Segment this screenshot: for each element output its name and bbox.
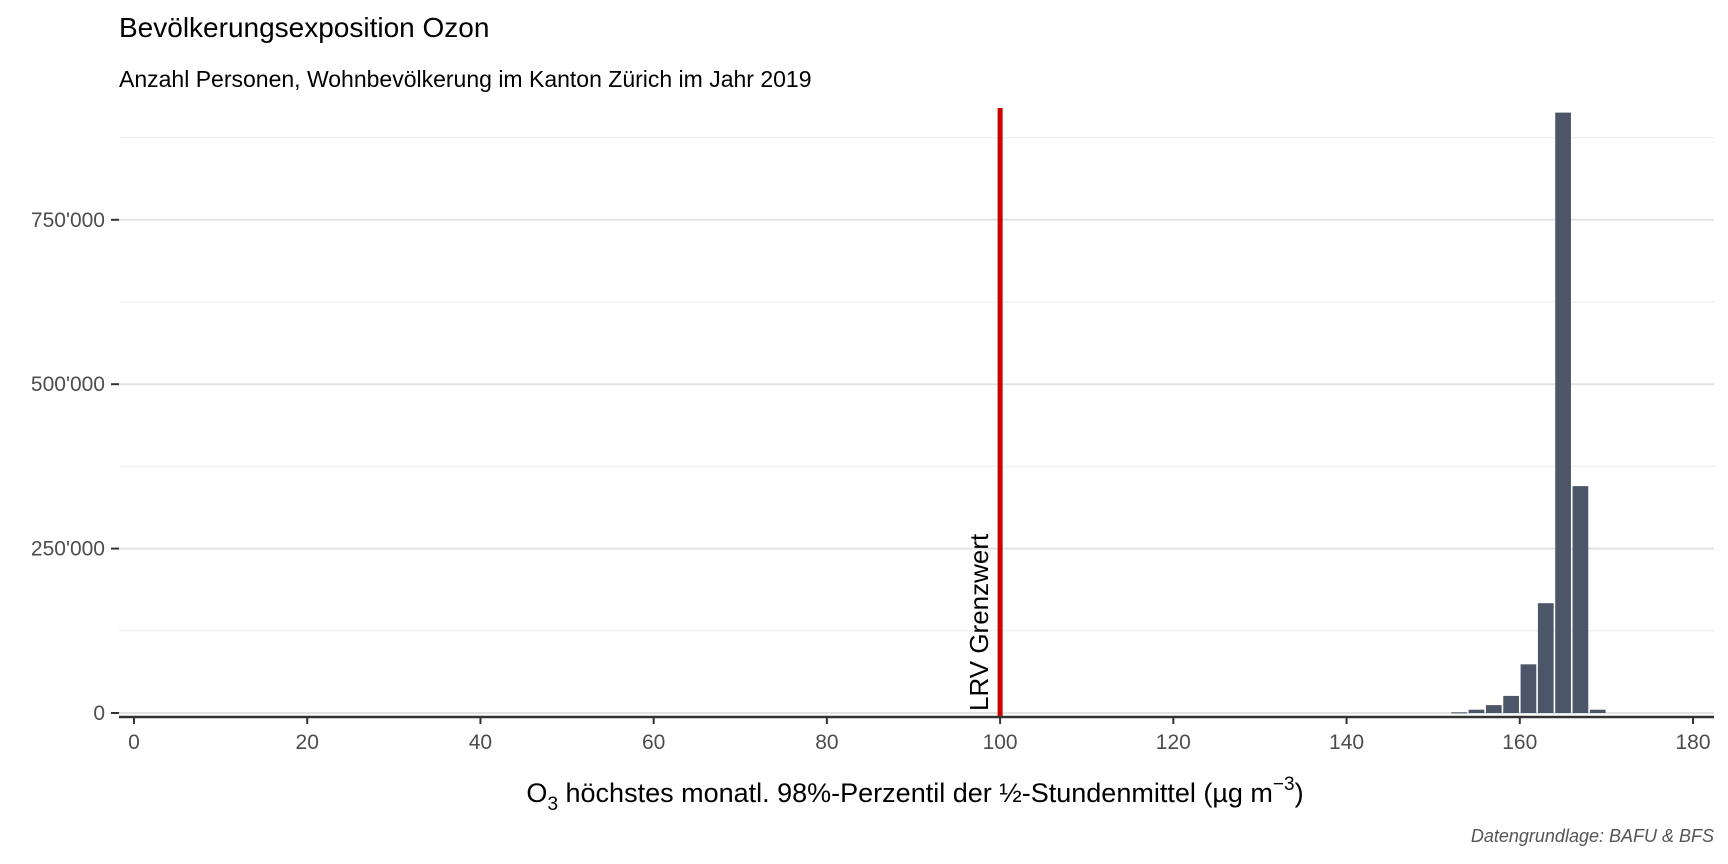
reference-line-label: LRV Grenzwert bbox=[964, 533, 994, 711]
x-axis-title-superscript: −3 bbox=[1273, 774, 1295, 795]
x-tick-label: 60 bbox=[642, 731, 665, 754]
x-axis-title: O3 höchstes monatl. 98%-Perzentil der ½-… bbox=[526, 774, 1303, 815]
x-tick-label: 20 bbox=[296, 731, 319, 754]
histogram-bar bbox=[1503, 695, 1519, 713]
x-tick-label: 120 bbox=[1156, 731, 1191, 754]
x-axis-title-close: ) bbox=[1295, 778, 1304, 808]
histogram-bar bbox=[1572, 486, 1589, 713]
histogram-bar bbox=[1520, 664, 1537, 713]
histogram-bar bbox=[1537, 603, 1554, 713]
axes bbox=[119, 715, 1714, 719]
histogram-bar bbox=[1589, 709, 1606, 713]
y-tick-label: 750'000 bbox=[31, 209, 105, 232]
x-tick-label: 160 bbox=[1502, 731, 1537, 754]
y-axis-ticks: 0 250'000 500'000 750'000 bbox=[31, 209, 119, 725]
x-axis-title-text: höchstes monatl. 98%-Perzentil der ½-Stu… bbox=[558, 778, 1273, 808]
x-tick-label: 140 bbox=[1329, 731, 1364, 754]
histogram-bar bbox=[1468, 709, 1485, 713]
x-tick-label: 180 bbox=[1675, 731, 1710, 754]
y-tick-label: 500'000 bbox=[31, 373, 105, 396]
x-axis-ticks: 0 20 40 60 80 100 120 140 160 180 bbox=[128, 717, 1711, 754]
reference-line-group: LRV Grenzwert bbox=[964, 108, 1003, 717]
bars bbox=[1451, 112, 1606, 714]
chart-subtitle: Anzahl Personen, Wohnbevölkerung im Kant… bbox=[119, 66, 812, 92]
x-tick-label: 80 bbox=[815, 731, 838, 754]
x-tick-label: 100 bbox=[983, 731, 1018, 754]
chart-title: Bevölkerungsexposition Ozon bbox=[119, 12, 490, 43]
gridlines bbox=[119, 137, 1714, 714]
x-tick-label: 0 bbox=[128, 731, 140, 754]
y-tick-label: 0 bbox=[93, 702, 105, 725]
x-tick-label: 40 bbox=[469, 731, 492, 754]
x-axis-title-subscript: 3 bbox=[547, 794, 558, 815]
x-axis-title-symbol: O bbox=[526, 778, 547, 808]
y-tick-label: 250'000 bbox=[31, 538, 105, 561]
data-source-caption: Datengrundlage: BAFU & BFS bbox=[1470, 826, 1714, 846]
histogram-bar bbox=[1451, 712, 1468, 714]
histogram-bar bbox=[1485, 705, 1502, 713]
histogram-bar bbox=[1555, 112, 1571, 713]
